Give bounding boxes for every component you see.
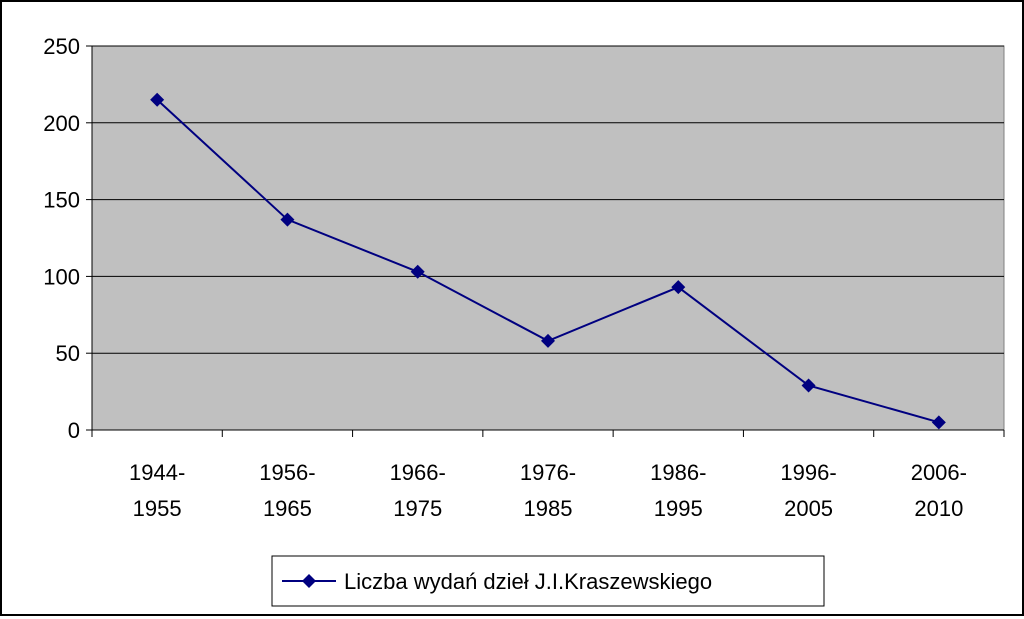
data-point-marker	[801, 378, 816, 393]
x-tick-label: 1975	[393, 496, 442, 521]
x-tick-label: 1985	[524, 496, 573, 521]
legend: Liczba wydań dzieł J.I.Kraszewskiego	[271, 555, 825, 607]
x-tick-label: 1944-	[129, 460, 185, 485]
x-tick-label: 1955	[133, 496, 182, 521]
data-point-marker	[541, 333, 555, 348]
y-tick-label: 0	[68, 418, 80, 443]
y-tick-label: 100	[43, 264, 80, 289]
x-tick-label: 1986-	[650, 460, 706, 485]
y-axis-tick-labels: 0 50 100 150 200 250	[43, 34, 80, 443]
x-tick-label: 1965	[263, 496, 312, 521]
axes	[86, 45, 1005, 437]
x-tick-label: 1966-	[390, 460, 446, 485]
x-tick-label: 2006-	[911, 460, 967, 485]
x-tick-label: 2005	[784, 496, 833, 521]
data-point-marker	[931, 415, 946, 430]
data-point-marker	[280, 212, 295, 227]
x-axis-tick-labels: 1944- 1955 1956- 1965 1966- 1975 1976- 1985 1986…	[129, 460, 967, 521]
y-tick-label: 150	[43, 188, 80, 213]
y-tick-label: 200	[43, 111, 80, 136]
x-tick-label: 1956-	[259, 460, 315, 485]
data-point-marker	[410, 264, 425, 279]
series-layer	[150, 92, 946, 430]
x-tick-label: 1976-	[520, 460, 576, 485]
legend-label: Liczba wydań dzieł J.I.Kraszewskiego	[344, 569, 712, 594]
x-tick-label: 1995	[654, 496, 703, 521]
plot-area	[91, 45, 1005, 431]
legend-diamond-marker	[302, 574, 316, 588]
gridlines	[92, 45, 1004, 354]
y-tick-label: 250	[43, 34, 80, 59]
y-tick-label: 50	[56, 341, 80, 366]
data-point-marker	[150, 92, 165, 107]
x-tick-label: 1996-	[780, 460, 836, 485]
x-tick-label: 2010	[914, 496, 963, 521]
legend-box	[271, 555, 825, 607]
data-point-marker	[671, 280, 686, 295]
